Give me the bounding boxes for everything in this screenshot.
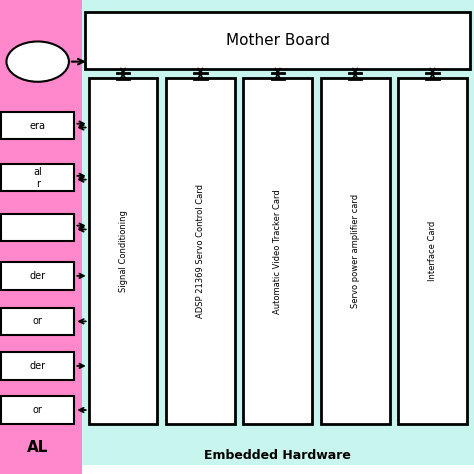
Bar: [166, 78, 235, 424]
Bar: [1, 214, 74, 241]
Bar: [1, 396, 74, 424]
Text: Mother Board: Mother Board: [226, 33, 330, 48]
Text: Signal Conditioning: Signal Conditioning: [118, 210, 128, 292]
Text: AL: AL: [27, 440, 48, 456]
Bar: [85, 12, 470, 69]
Bar: [398, 78, 467, 424]
Polygon shape: [82, 0, 474, 465]
Bar: [321, 78, 390, 424]
Bar: [89, 78, 157, 424]
Text: ADSP 21369 Servo Control Card: ADSP 21369 Servo Control Card: [196, 184, 205, 318]
Text: Interface Card: Interface Card: [428, 221, 437, 282]
Text: Automatic Video Tracker Card: Automatic Video Tracker Card: [273, 189, 282, 314]
Text: Servo power amplifier card: Servo power amplifier card: [351, 194, 360, 308]
Bar: [1, 262, 74, 290]
Text: Embedded Hardware: Embedded Hardware: [204, 449, 351, 463]
Bar: [1, 308, 74, 335]
Text: or: or: [33, 316, 43, 327]
Bar: [243, 78, 312, 424]
Polygon shape: [0, 0, 82, 474]
Text: al
r: al r: [33, 167, 42, 189]
Bar: [1, 112, 74, 139]
Ellipse shape: [7, 42, 69, 82]
Bar: [1, 164, 74, 191]
Text: or: or: [33, 405, 43, 415]
Text: era: era: [30, 120, 46, 131]
Text: der: der: [29, 361, 46, 371]
Bar: [1, 352, 74, 380]
Text: der: der: [29, 271, 46, 281]
